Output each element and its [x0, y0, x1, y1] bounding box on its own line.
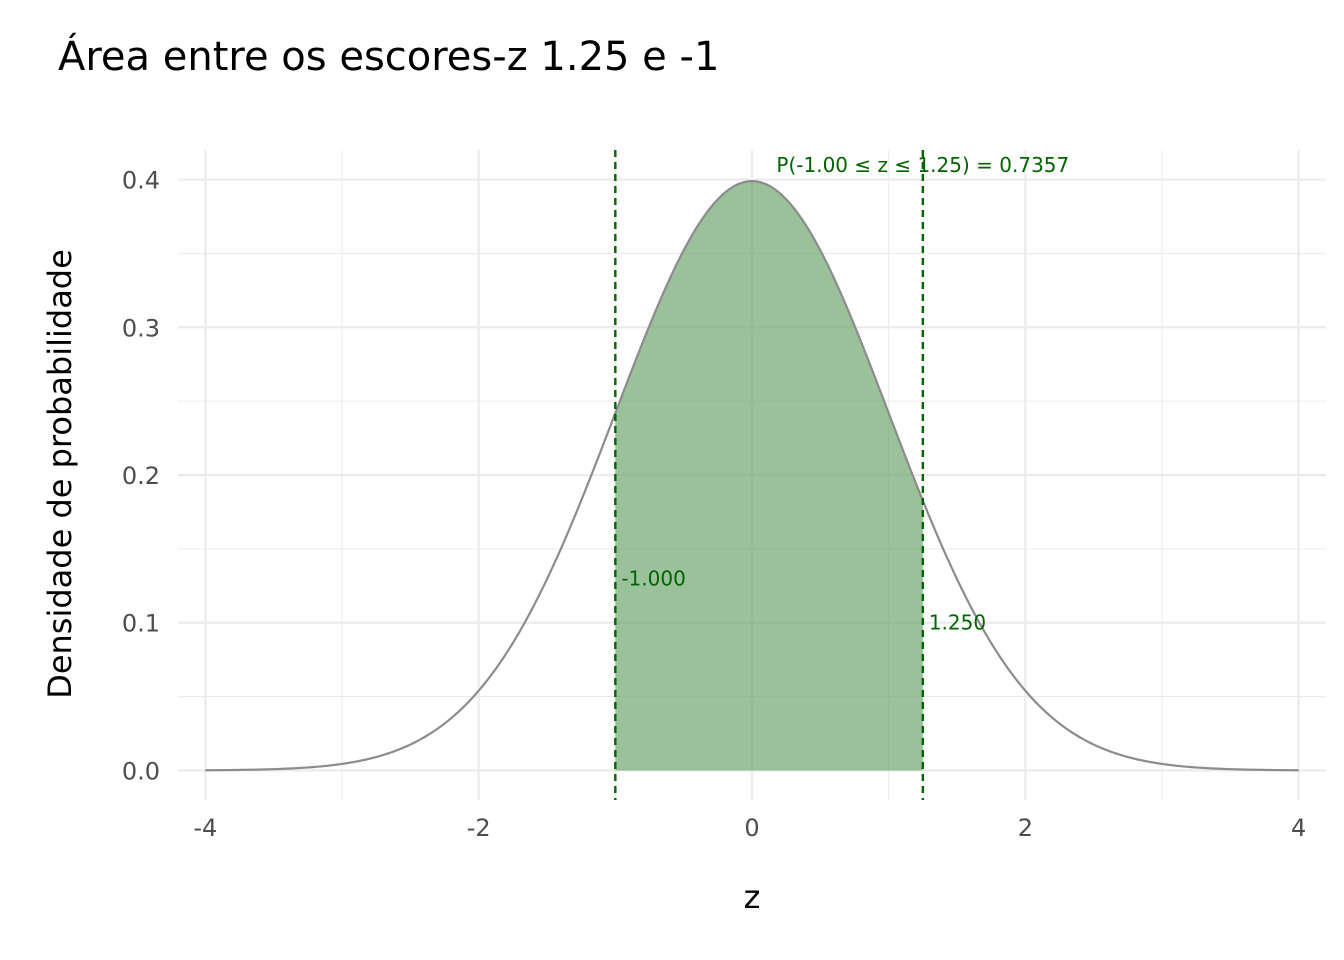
shaded-probability-area — [615, 181, 923, 771]
x-tick-label: 0 — [744, 814, 759, 842]
annotations: P(-1.00 ≤ z ≤ 1.25) = 0.7357 -1.000 1.25… — [621, 153, 1069, 635]
y-axis-tick-labels: 0.0 0.1 0.2 0.3 0.4 — [122, 167, 160, 786]
x-tick-label: 4 — [1291, 814, 1306, 842]
x-tick-label: -2 — [467, 814, 491, 842]
y-tick-label: 0.1 — [122, 610, 160, 638]
boundary-lines — [614, 150, 925, 800]
density-curve — [205, 180, 1299, 772]
upper-bound-label: 1.250 — [929, 611, 986, 635]
y-tick-label: 0.3 — [122, 314, 160, 342]
x-axis-tick-labels: -4 -2 0 2 4 — [193, 814, 1306, 842]
chart-title: Área entre os escores-z 1.25 e -1 — [58, 34, 720, 80]
y-tick-label: 0.4 — [122, 167, 160, 195]
y-tick-label: 0.2 — [122, 462, 160, 490]
x-axis-title: z — [744, 878, 761, 916]
probability-annotation: P(-1.00 ≤ z ≤ 1.25) = 0.7357 — [776, 153, 1069, 177]
lower-bound-label: -1.000 — [621, 566, 685, 590]
x-tick-label: 2 — [1018, 814, 1033, 842]
y-tick-label: 0.0 — [122, 757, 160, 785]
x-tick-label: -4 — [193, 814, 217, 842]
y-axis-title: Densidade de probabilidade — [41, 249, 79, 699]
